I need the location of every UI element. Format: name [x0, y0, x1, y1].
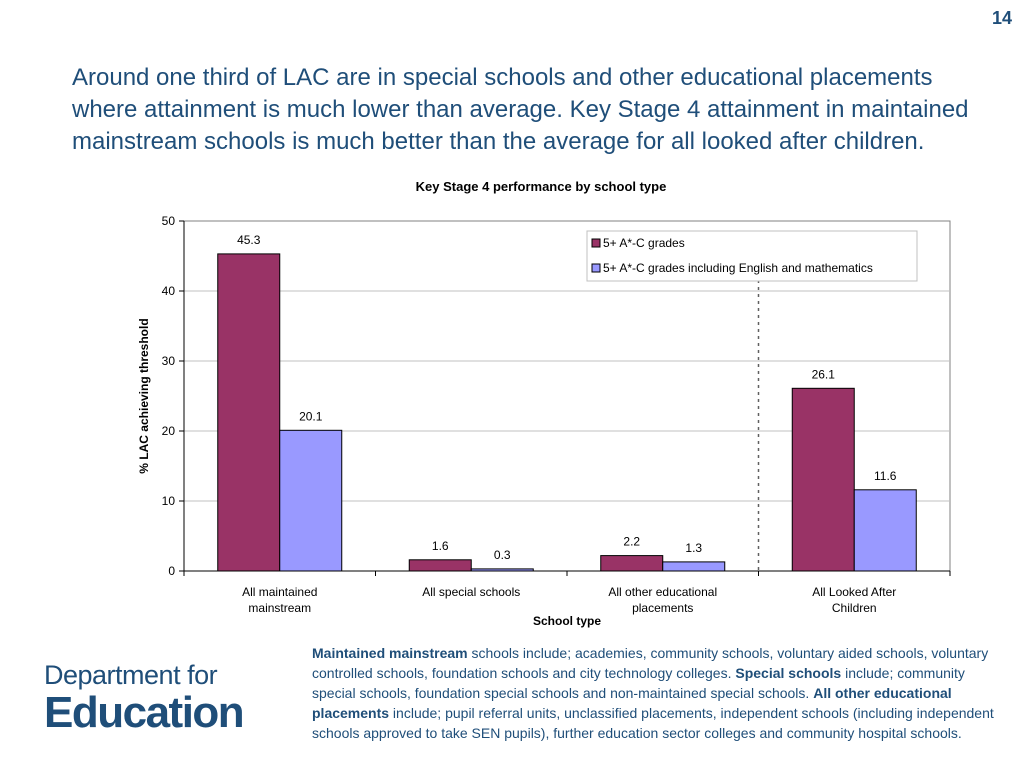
caption-text-maintained-mainstream: schools include; academies, community sc… — [312, 645, 989, 681]
x-category-label: Children — [832, 601, 877, 615]
department-for-education-logo: Department for Education — [44, 660, 284, 740]
data-label: 11.6 — [874, 469, 897, 483]
caption-term-maintained-mainstream: Maintained mainstream — [312, 645, 468, 661]
data-label: 20.1 — [299, 409, 323, 423]
y-tick-label: 40 — [162, 284, 176, 298]
legend-swatch-series-2 — [591, 263, 601, 273]
y-tick-label: 10 — [162, 494, 176, 508]
y-tick-label: 20 — [162, 424, 176, 438]
data-label: 1.3 — [685, 541, 702, 555]
chart-title: Key Stage 4 performance by school type — [415, 179, 667, 194]
bar-series-1 — [408, 559, 472, 572]
x-category-label: All other educational — [608, 585, 717, 599]
legend-swatch-series-1 — [591, 238, 601, 248]
legend-label-series-1: 5+ A*-C grades — [603, 236, 685, 250]
bar-series-2 — [279, 429, 343, 572]
bar-series-1 — [600, 555, 664, 572]
caption-text-special-schools: include; community special schools, foun… — [312, 665, 965, 701]
x-category-label: All special schools — [422, 585, 520, 599]
headline: Around one third of LAC are in special s… — [72, 64, 969, 155]
logo-line-1: Department for — [44, 660, 218, 690]
data-label: 1.6 — [432, 539, 449, 553]
y-tick-label: 30 — [162, 354, 176, 368]
school-type-definitions: Maintained mainstream schools include; a… — [312, 643, 1002, 743]
legend-box — [586, 230, 918, 282]
page-number: 14 — [991, 8, 1012, 28]
x-category-label: All maintained — [242, 585, 317, 599]
data-label: 26.1 — [812, 367, 836, 381]
bar-chart: 0 10 20 30 40 50 45.3 1.6 2.2 26.1 20.1 0.3 1.3 11.6 A… — [137, 214, 951, 628]
y-tick-label: 0 — [168, 564, 175, 578]
y-tick-label: 50 — [162, 214, 176, 228]
bar-series-2 — [853, 489, 917, 572]
x-category-label: placements — [632, 601, 693, 615]
bar-series-1 — [217, 253, 281, 572]
data-label: 0.3 — [494, 548, 511, 562]
x-category-label: All Looked After — [812, 585, 896, 599]
bar-series-2 — [470, 568, 534, 572]
caption-term-special-schools: Special schools — [735, 665, 842, 681]
data-label: 2.2 — [623, 535, 640, 549]
caption-text-other-placements: include; pupil referral units, unclassif… — [312, 705, 994, 741]
legend-label-series-2: 5+ A*-C grades including English and mat… — [603, 261, 873, 275]
bar-series-1 — [791, 387, 855, 572]
data-label: 45.3 — [237, 233, 261, 247]
logo-line-2: Education — [44, 688, 245, 737]
y-axis-title: % LAC achieving threshold — [137, 318, 151, 473]
caption-term-other-placements: All other educational placements — [312, 685, 952, 721]
x-axis-title: School type — [533, 614, 601, 628]
bar-series-2 — [662, 561, 726, 572]
x-category-label: mainstream — [248, 601, 311, 615]
